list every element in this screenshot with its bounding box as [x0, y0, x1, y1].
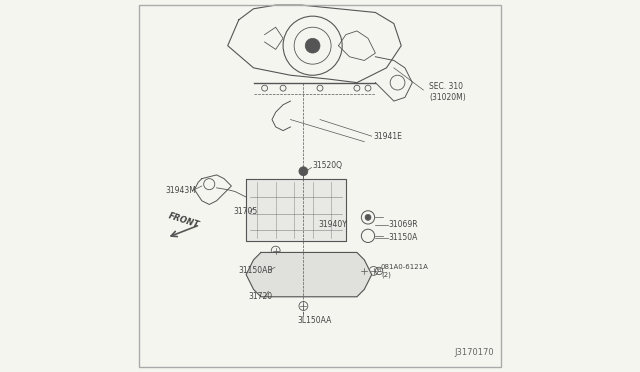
Polygon shape: [246, 179, 346, 241]
Text: 31069R: 31069R: [388, 220, 418, 229]
Circle shape: [305, 267, 320, 282]
Circle shape: [301, 230, 310, 238]
Text: 3L150AA: 3L150AA: [298, 316, 332, 325]
Circle shape: [305, 38, 320, 53]
Circle shape: [365, 214, 371, 220]
Text: 31520Q: 31520Q: [312, 161, 342, 170]
Text: FRONT: FRONT: [167, 212, 200, 230]
Text: 31943M: 31943M: [165, 186, 196, 195]
Text: 31150AB: 31150AB: [239, 266, 273, 275]
Text: 31150A: 31150A: [388, 233, 418, 242]
Circle shape: [316, 182, 324, 190]
Polygon shape: [246, 253, 372, 297]
Text: 31705: 31705: [233, 207, 257, 217]
Text: 31941E: 31941E: [374, 132, 403, 141]
Circle shape: [301, 182, 310, 190]
Circle shape: [299, 167, 308, 176]
Text: J3170170: J3170170: [454, 348, 493, 357]
Text: B: B: [378, 269, 381, 273]
Circle shape: [278, 230, 287, 238]
Circle shape: [257, 182, 266, 190]
Circle shape: [257, 230, 266, 238]
Text: 31940Y: 31940Y: [318, 220, 347, 229]
Circle shape: [271, 182, 280, 190]
Text: 31720: 31720: [248, 292, 272, 301]
Circle shape: [323, 230, 332, 238]
Text: SEC. 310
(31020M): SEC. 310 (31020M): [429, 82, 466, 102]
Text: 081A0-6121A
(2): 081A0-6121A (2): [381, 264, 429, 278]
Circle shape: [286, 182, 295, 190]
